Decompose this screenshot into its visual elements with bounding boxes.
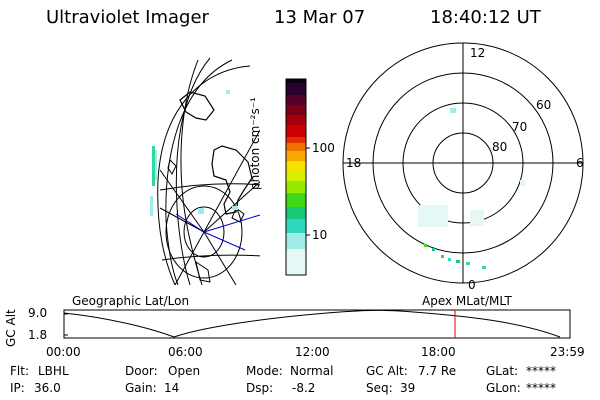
geographic-label: Geographic Lat/Lon: [72, 294, 190, 308]
time-tick-2359: 23:59: [550, 345, 585, 359]
ip-label: IP:: [10, 381, 25, 395]
door-value: Open: [168, 364, 201, 378]
altitude-ytick-9: 9.0: [28, 306, 48, 320]
mode-label: Mode:: [246, 364, 283, 378]
mlt-label-12: 12: [470, 46, 486, 60]
gain-label: Gain:: [125, 381, 157, 395]
geographic-map: [150, 57, 261, 285]
dsp-value: -8.2: [292, 381, 316, 395]
polar-plot: [342, 42, 584, 284]
glon-value: *****: [526, 381, 556, 395]
dsp-label: Dsp:: [246, 381, 274, 395]
color-bar: [285, 78, 310, 276]
mlat-label-70: 70: [512, 120, 528, 134]
mlat-label-80: 80: [492, 140, 508, 154]
mlat-label-60: 60: [536, 98, 552, 112]
time-tick-1200: 12:00: [295, 345, 330, 359]
gcalt-value: 7.7 Re: [418, 364, 457, 378]
flt-value: LBHL: [38, 364, 69, 378]
mode-value: Normal: [290, 364, 334, 378]
ip-value: 36.0: [34, 381, 61, 395]
glat-value: *****: [526, 364, 556, 378]
time-label: 18:40:12 UT: [430, 7, 541, 28]
mlt-label-18: 18: [346, 156, 362, 170]
colorbar-unit-label: photon cm⁻²s⁻¹: [248, 97, 262, 190]
time-tick-0000: 00:00: [46, 345, 81, 359]
gain-value: 14: [164, 381, 180, 395]
altitude-ytick-1.8: 1.8: [28, 328, 48, 342]
mlt-label-0: 0: [468, 278, 476, 292]
door-label: Door:: [125, 364, 158, 378]
altitude-ylabel: GC Alt: [4, 309, 18, 347]
mlt-label-6: 6: [576, 156, 584, 170]
apex-label: Apex MLat/MLT: [422, 294, 512, 308]
glon-label: GLon:: [486, 381, 521, 395]
altitude-plot: [63, 309, 571, 339]
time-tick-1800: 18:00: [421, 345, 456, 359]
app-title: Ultraviolet Imager: [46, 7, 209, 28]
time-tick-0600: 06:00: [168, 345, 203, 359]
date-label: 13 Mar 07: [274, 7, 366, 28]
colorbar-tick-10: 10: [312, 228, 328, 242]
seq-value: 39: [400, 381, 416, 395]
flt-label: Flt:: [10, 364, 29, 378]
gcalt-label: GC Alt:: [366, 364, 408, 378]
colorbar-tick-100: 100: [312, 141, 335, 155]
glat-label: GLat:: [486, 364, 519, 378]
seq-label: Seq:: [366, 381, 393, 395]
